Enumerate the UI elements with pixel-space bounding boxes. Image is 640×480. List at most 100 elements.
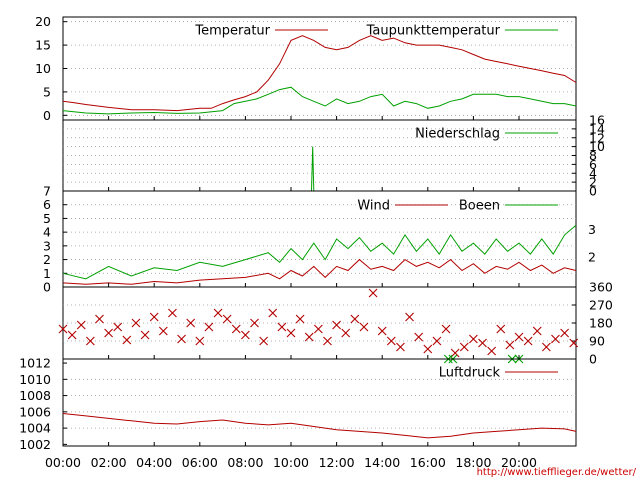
- x-tick-label: 14:00: [364, 455, 400, 470]
- legend-label: Temperatur: [194, 24, 270, 39]
- y-tick-label: 5: [43, 84, 51, 99]
- y-tick-label: 6: [589, 157, 597, 172]
- y-tick-label: 1006: [19, 404, 51, 419]
- data-point: [304, 332, 314, 342]
- data-point: [104, 328, 113, 338]
- y-tick-label: 8: [589, 148, 597, 163]
- wind-direction-panel: 0 90 180 270 360: [58, 280, 613, 367]
- time-axis: 00:00 02:00 04:00 06:00 08:00 10:00 12:00 14:00…: [45, 455, 537, 470]
- y-tick-label: 1012: [19, 356, 51, 371]
- beaufort-label: 3: [588, 222, 596, 237]
- series-luftdruck: [62, 413, 577, 439]
- data-point: [204, 322, 214, 332]
- y-tick-label: 0: [589, 184, 597, 199]
- y-tick-label: 15: [35, 38, 51, 53]
- y-tick-label: 2: [43, 252, 51, 267]
- data-point: [450, 348, 460, 358]
- data-point: [523, 336, 533, 346]
- y-tick-label: 180: [589, 316, 613, 331]
- data-point: [241, 330, 250, 340]
- y-tick-label: 4: [589, 166, 597, 181]
- y-tick-label: 1004: [19, 421, 51, 436]
- data-point: [149, 312, 159, 322]
- data-point: [469, 334, 478, 344]
- beaufort-label: 2: [588, 249, 596, 264]
- data-point: [277, 322, 287, 332]
- legend-label: Niederschlag: [415, 127, 500, 142]
- x-tick-label: 00:00: [45, 455, 81, 470]
- data-point: [268, 308, 278, 318]
- series-points-0: [58, 288, 579, 358]
- x-tick-label: 12:00: [319, 455, 355, 470]
- panel-frame: [62, 358, 577, 447]
- data-point: [259, 336, 269, 346]
- data-point: [432, 336, 442, 346]
- x-tick-label: 02:00: [91, 455, 127, 470]
- data-point: [158, 326, 168, 336]
- data-point: [186, 318, 196, 328]
- x-tick-label: 08:00: [227, 455, 263, 470]
- data-point: [423, 344, 433, 354]
- data-point: [341, 328, 351, 338]
- y-tick-label: 10: [35, 61, 51, 76]
- x-tick-label: 16:00: [410, 455, 446, 470]
- data-point: [67, 330, 77, 340]
- data-point: [560, 328, 569, 338]
- data-point: [478, 338, 487, 348]
- data-point: [323, 336, 332, 346]
- y-tick-label: 1: [43, 266, 51, 281]
- data-point: [505, 340, 515, 350]
- x-tick-label: 20:00: [501, 455, 537, 470]
- y-tick-label: 12: [589, 130, 605, 145]
- data-point: [541, 342, 551, 352]
- y-tick-label: 0: [43, 280, 51, 295]
- temperature-panel: 0 5 10 15 20 Temperatur Taupunkttemperatur: [35, 14, 577, 123]
- x-tick-label: 10:00: [273, 455, 309, 470]
- legend-label: Luftdruck: [439, 366, 501, 381]
- y-tick-label: 14: [589, 121, 605, 136]
- series-niederschlag: [311, 146, 315, 192]
- data-point: [76, 320, 86, 330]
- data-point: [195, 336, 205, 346]
- data-point: [359, 322, 369, 332]
- data-point: [441, 324, 451, 334]
- data-point: [213, 308, 223, 318]
- data-point: [168, 308, 177, 318]
- data-point: [487, 346, 497, 356]
- x-tick-label: 06:00: [182, 455, 218, 470]
- data-point: [177, 334, 186, 344]
- data-point: [368, 288, 378, 298]
- y-tick-label: 20: [35, 14, 51, 29]
- data-point: [496, 324, 506, 334]
- data-point: [131, 318, 141, 328]
- y-tick-label: 270: [589, 298, 613, 313]
- data-point: [222, 314, 232, 324]
- legend-label: Wind: [357, 199, 390, 214]
- data-point: [332, 320, 341, 330]
- data-point: [140, 330, 150, 340]
- series-temperatur: [62, 35, 577, 112]
- data-point: [85, 336, 95, 346]
- y-tick-label: 1002: [19, 437, 51, 452]
- y-tick-label: 10: [589, 139, 605, 154]
- data-point: [514, 332, 524, 342]
- data-point: [350, 314, 360, 324]
- y-tick-label: 1008: [19, 388, 51, 403]
- y-tick-label: 0: [43, 108, 51, 123]
- credit-link[interactable]: http://www.tiefflieger.de/wetter/: [477, 467, 637, 478]
- data-point: [405, 312, 414, 322]
- y-tick-label: 16: [589, 113, 605, 128]
- x-tick-label: 04:00: [136, 455, 172, 470]
- y-tick-label: 4: [43, 225, 51, 240]
- data-point: [250, 318, 259, 328]
- data-point: [377, 326, 387, 336]
- data-point: [569, 338, 579, 348]
- y-tick-label: 0: [589, 352, 597, 367]
- y-tick-label: 5: [43, 211, 51, 226]
- data-point: [459, 342, 469, 352]
- data-point: [58, 324, 68, 334]
